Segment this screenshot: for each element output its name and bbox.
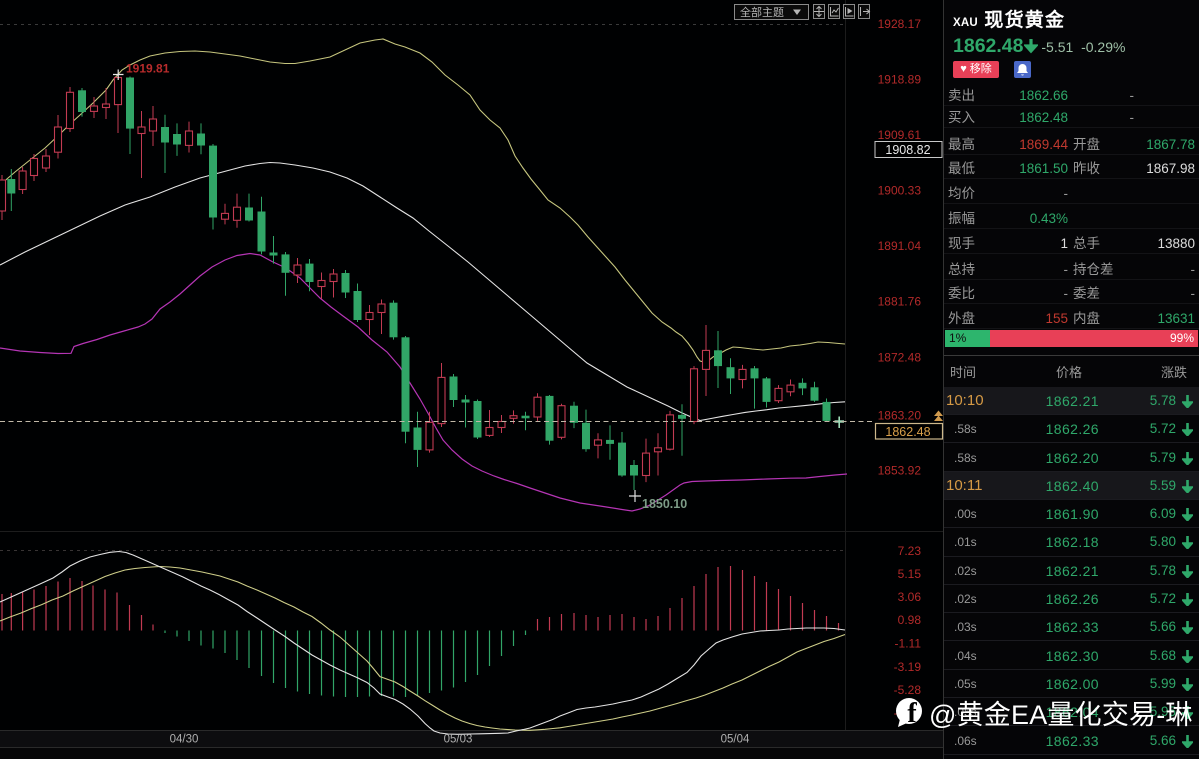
svg-text:1900.33: 1900.33 <box>878 184 922 198</box>
svg-text:1850.10: 1850.10 <box>642 497 687 511</box>
svg-text:1863.20: 1863.20 <box>878 409 922 423</box>
svg-text:-3.19: -3.19 <box>894 660 922 674</box>
svg-text:1891.04: 1891.04 <box>878 239 922 253</box>
svg-text:1919.81: 1919.81 <box>126 62 170 76</box>
svg-text:-5.28: -5.28 <box>894 683 922 697</box>
svg-text:1881.76: 1881.76 <box>878 295 922 309</box>
svg-text:0.98: 0.98 <box>898 613 922 627</box>
svg-text:f: f <box>907 698 917 729</box>
svg-text:1862.48: 1862.48 <box>885 425 930 439</box>
svg-text:1872.48: 1872.48 <box>878 351 922 365</box>
svg-text:05/03: 05/03 <box>444 734 473 746</box>
svg-text:05/04: 05/04 <box>721 734 750 746</box>
svg-text:5.15: 5.15 <box>898 567 922 581</box>
svg-text:全部主题: 全部主题 <box>740 5 784 19</box>
svg-text:7.23: 7.23 <box>898 544 922 558</box>
svg-text:1909.61: 1909.61 <box>878 128 922 142</box>
svg-text:-1.11: -1.11 <box>895 637 922 651</box>
svg-text:1908.82: 1908.82 <box>885 143 930 157</box>
svg-text:3.06: 3.06 <box>898 590 922 604</box>
svg-text:04/30: 04/30 <box>170 734 199 746</box>
svg-text:1928.17: 1928.17 <box>878 17 922 31</box>
svg-text:1853.92: 1853.92 <box>878 464 922 478</box>
svg-text:1918.89: 1918.89 <box>878 73 922 87</box>
